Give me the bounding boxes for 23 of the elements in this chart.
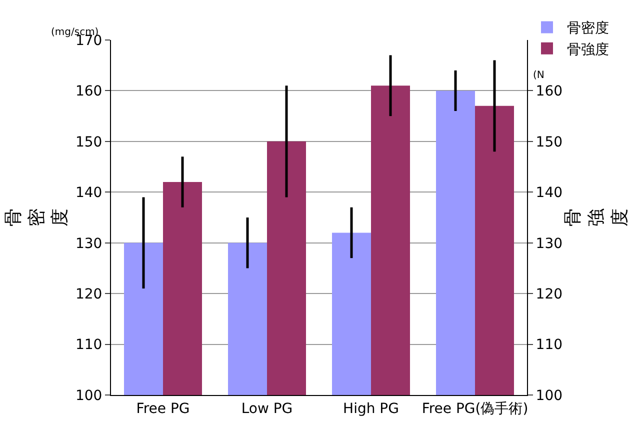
x-tick-label: Low PG — [241, 400, 293, 417]
y2-tick-label: 100 — [536, 388, 563, 404]
y2-tick-label: 140 — [536, 185, 563, 202]
y-tick-label: 160 — [75, 84, 102, 100]
y2-tick-label: 150 — [536, 134, 563, 150]
y2-tick-label: 120 — [536, 286, 563, 302]
x-tick-label: High PG — [343, 400, 399, 417]
y-tick-label: 110 — [75, 337, 102, 354]
text: (N — [533, 70, 544, 81]
y2-axis-title: 骨強度 — [562, 208, 630, 226]
y2-tick-label: 130 — [536, 236, 563, 252]
x-tick-label: Free PG — [136, 400, 190, 417]
y-tick-label: 100 — [75, 388, 102, 404]
y-tick-label: 130 — [75, 236, 102, 252]
y2-tick-label: 160 — [536, 84, 563, 100]
x-tick-label: Free PG(偽手術) — [422, 400, 528, 417]
y-tick-label: 140 — [75, 185, 102, 202]
y2-tick-label: 110 — [536, 337, 563, 354]
y-tick-label: 150 — [75, 134, 102, 150]
legend-label: 骨密度 — [567, 20, 609, 37]
legend-label: 骨強度 — [567, 42, 609, 58]
y-axis-title: 骨密度 — [2, 208, 71, 226]
y-tick-label: 120 — [75, 286, 102, 302]
